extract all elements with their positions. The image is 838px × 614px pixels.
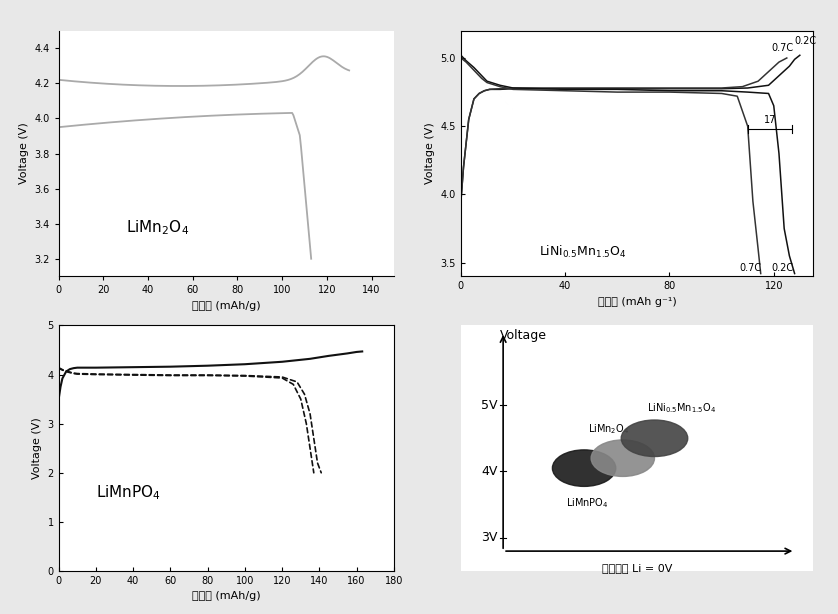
Ellipse shape [621,420,688,457]
Text: LiMnPO$_4$: LiMnPO$_4$ [96,483,161,502]
Text: 3V: 3V [482,531,498,545]
Text: LiMnPO$_4$: LiMnPO$_4$ [566,496,609,510]
Y-axis label: Voltage (V): Voltage (V) [18,123,28,184]
Text: 0.2C: 0.2C [794,36,817,46]
Ellipse shape [552,450,616,486]
Text: 4V: 4V [482,465,498,478]
Y-axis label: Voltage (V): Voltage (V) [32,418,42,479]
X-axis label: 克容量 (mAh/g): 克容量 (mAh/g) [192,301,261,311]
Text: 5V: 5V [481,398,498,411]
Ellipse shape [591,440,654,476]
Text: LiNi$_{0.5}$Mn$_{1.5}$O$_4$: LiNi$_{0.5}$Mn$_{1.5}$O$_4$ [539,244,627,260]
Text: 0.7C: 0.7C [771,43,794,53]
Y-axis label: Voltage (V): Voltage (V) [425,123,435,184]
Text: LiNi$_{0.5}$Mn$_{1.5}$O$_4$: LiNi$_{0.5}$Mn$_{1.5}$O$_4$ [648,401,716,415]
X-axis label: 克容量 (mAh g⁻¹): 克容量 (mAh g⁻¹) [597,297,676,307]
X-axis label: 克容量 (mAh/g): 克容量 (mAh/g) [192,591,261,602]
Text: 17: 17 [763,115,776,125]
Text: 0.2C: 0.2C [771,263,794,273]
Text: 0.7C: 0.7C [740,263,762,273]
Text: Voltage: Voltage [499,328,546,342]
Text: LiMn$_2$O$_4$: LiMn$_2$O$_4$ [587,422,628,437]
Text: LiMn$_2$O$_4$: LiMn$_2$O$_4$ [126,219,189,237]
Text: 对锦电压 Li = 0V: 对锦电压 Li = 0V [602,563,672,573]
